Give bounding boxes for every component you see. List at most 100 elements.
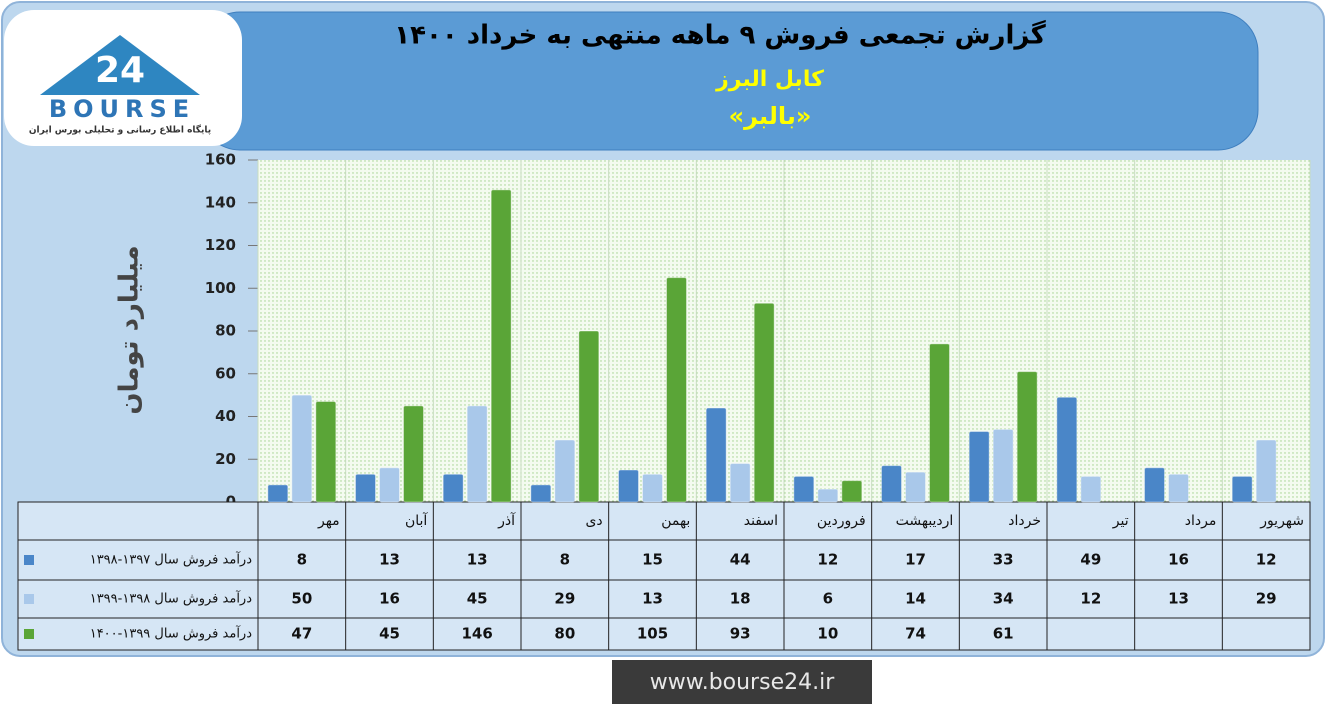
table-value: 44 bbox=[730, 551, 751, 569]
y-tick-label: 160 bbox=[205, 151, 236, 169]
bar bbox=[466, 405, 488, 503]
table-value: 74 bbox=[905, 625, 926, 643]
bar bbox=[490, 189, 512, 503]
logo-tagline: پایگاه اطلاع رسانی و تحلیلی بورس ایران bbox=[29, 124, 211, 136]
bar bbox=[705, 407, 727, 503]
x-tick-label: خرداد bbox=[1008, 513, 1041, 529]
bar bbox=[642, 473, 663, 503]
table-value: 50 bbox=[291, 590, 312, 608]
bar bbox=[817, 488, 839, 503]
bar bbox=[968, 430, 990, 503]
table-value: 29 bbox=[554, 590, 575, 608]
table-value: 8 bbox=[297, 551, 307, 569]
x-tick-label: مهر bbox=[317, 513, 340, 529]
table-value: 34 bbox=[993, 590, 1014, 608]
logo-brand: BOURSE bbox=[49, 95, 195, 123]
logo-shape bbox=[40, 35, 200, 95]
legend-swatch bbox=[24, 629, 34, 639]
table-value: 45 bbox=[379, 625, 400, 643]
chart-title: گزارش تجمعی فروش ۹ ماهه منتهی به خرداد ۱… bbox=[394, 20, 1046, 51]
x-tick-label: تیر bbox=[1112, 513, 1129, 529]
table-value: 105 bbox=[637, 625, 668, 643]
bar bbox=[618, 469, 639, 503]
legend-entry: درآمد فروش سال ۱۳۹۹-۱۴۰۰ bbox=[90, 625, 252, 642]
x-tick-label: آبان bbox=[405, 512, 428, 529]
symbol: «بالبر» bbox=[729, 102, 812, 130]
bar bbox=[1080, 475, 1102, 503]
table-value: 12 bbox=[1080, 590, 1101, 608]
y-tick-label: 80 bbox=[215, 322, 236, 340]
chart-subtitle: کابل البرز bbox=[715, 67, 824, 92]
bar bbox=[442, 473, 464, 503]
y-tick-label: 140 bbox=[205, 193, 236, 211]
y-tick-label: 60 bbox=[215, 364, 236, 382]
table-value: 17 bbox=[905, 551, 926, 569]
x-tick-label: آذر bbox=[497, 512, 516, 529]
x-tick-label: اسفند bbox=[744, 513, 778, 529]
legend-swatch bbox=[24, 555, 34, 565]
bar bbox=[841, 480, 863, 503]
y-axis-label: میلیارد تومان bbox=[115, 245, 145, 414]
table-value: 146 bbox=[462, 625, 493, 643]
logo-number: 24 bbox=[95, 50, 145, 91]
legend-entry: درآمد فروش سال ۱۳۹۸-۱۳۹۹ bbox=[90, 590, 252, 607]
x-tick-label: بهمن bbox=[661, 513, 690, 529]
bar bbox=[1144, 467, 1165, 503]
table-value: 29 bbox=[1256, 590, 1277, 608]
y-tick-label: 120 bbox=[205, 236, 236, 254]
table-value: 12 bbox=[817, 551, 838, 569]
table-value: 14 bbox=[905, 590, 926, 608]
table-value: 8 bbox=[560, 551, 570, 569]
table-value: 16 bbox=[1168, 551, 1189, 569]
bar bbox=[530, 484, 552, 503]
bar bbox=[881, 465, 902, 503]
bar bbox=[905, 471, 926, 503]
table-value: 10 bbox=[817, 625, 838, 643]
x-tick-label: فروردین bbox=[817, 513, 866, 529]
table-value: 18 bbox=[730, 590, 751, 608]
table-value: 45 bbox=[467, 590, 488, 608]
legend-swatch bbox=[24, 594, 34, 604]
table-value: 13 bbox=[642, 590, 663, 608]
footer-box bbox=[612, 660, 872, 704]
bar bbox=[1056, 396, 1078, 503]
table-value: 15 bbox=[642, 551, 663, 569]
legend-entry: درآمد فروش سال ۱۳۹۷-۱۳۹۸ bbox=[90, 551, 252, 568]
y-tick-label: 100 bbox=[205, 279, 236, 297]
table-value: 49 bbox=[1080, 551, 1101, 569]
table-value: 12 bbox=[1256, 551, 1277, 569]
bar bbox=[403, 405, 424, 503]
bar bbox=[729, 463, 751, 503]
table-value: 33 bbox=[993, 551, 1014, 569]
bar bbox=[753, 302, 775, 503]
y-tick-label: 40 bbox=[215, 407, 236, 425]
bar bbox=[379, 467, 400, 503]
footer-url: www.bourse24.ir bbox=[650, 670, 835, 695]
y-tick-label: 20 bbox=[215, 450, 236, 468]
bar bbox=[291, 394, 313, 503]
table-value: 13 bbox=[1168, 590, 1189, 608]
table-value: 47 bbox=[291, 625, 312, 643]
x-tick-label: شهریور bbox=[1259, 513, 1304, 529]
table bbox=[17, 501, 1311, 651]
table-value: 13 bbox=[467, 551, 488, 569]
bar bbox=[267, 484, 289, 503]
table-value: 13 bbox=[379, 551, 400, 569]
bar bbox=[992, 428, 1014, 503]
table-value: 93 bbox=[730, 625, 751, 643]
bar bbox=[578, 330, 600, 503]
bar bbox=[1016, 371, 1038, 503]
bar bbox=[355, 473, 376, 503]
bar bbox=[554, 439, 576, 503]
x-tick-label: مرداد bbox=[1185, 513, 1217, 529]
bar bbox=[315, 401, 337, 503]
bar bbox=[929, 343, 950, 503]
x-tick-label: دی bbox=[585, 513, 602, 529]
table-value: 61 bbox=[993, 625, 1014, 643]
table-value: 80 bbox=[554, 625, 575, 643]
bar bbox=[793, 475, 815, 503]
x-tick-label: اردیبهشت bbox=[896, 513, 954, 529]
bar bbox=[1231, 475, 1253, 503]
